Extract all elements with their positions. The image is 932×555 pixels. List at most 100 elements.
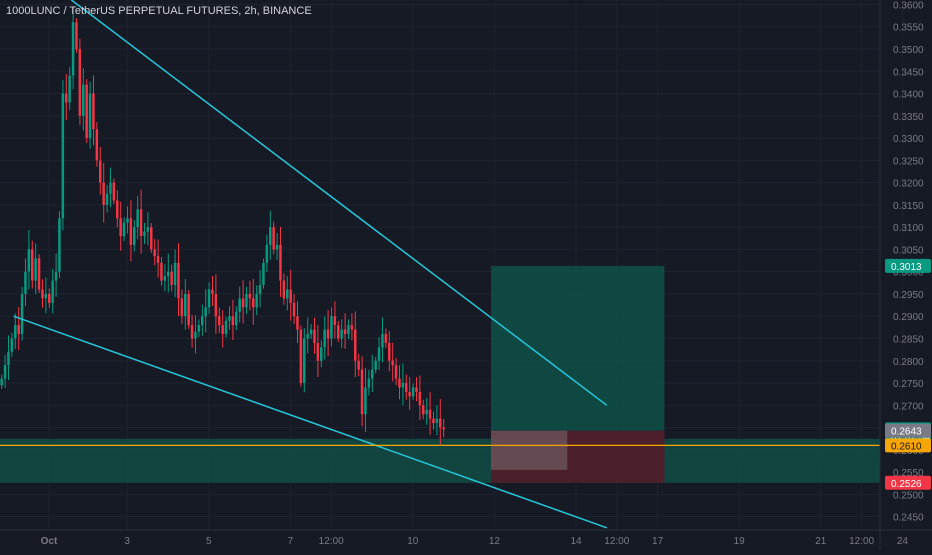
candle-down — [153, 249, 156, 257]
price-tick-label: 0.3200 — [893, 179, 924, 190]
price-tick-label: 0.2900 — [893, 312, 924, 323]
candle-up — [201, 316, 204, 326]
candle-down — [211, 289, 214, 294]
price-tick-label: 0.3150 — [893, 201, 924, 212]
candle-down — [415, 387, 418, 392]
candle-up — [24, 271, 27, 294]
candle-up — [411, 387, 415, 397]
candle-down — [292, 302, 296, 317]
candle-down — [398, 378, 401, 388]
candle-up — [54, 271, 58, 281]
candle-down — [214, 293, 218, 317]
candle-up — [122, 222, 126, 237]
candle-up — [238, 298, 241, 312]
time-tick-label: 12:00 — [319, 536, 344, 547]
candle-down — [92, 93, 95, 130]
candle-down — [299, 329, 303, 384]
candle-up — [275, 244, 279, 250]
price-tick-label: 0.3000 — [893, 268, 924, 279]
candle-up — [58, 218, 61, 272]
position-target-zone[interactable] — [491, 265, 665, 431]
candle-up — [425, 409, 428, 415]
candle-up — [51, 280, 54, 303]
price-tick-label: 0.2950 — [893, 290, 924, 301]
lower-trendline[interactable] — [13, 315, 608, 529]
candle-up — [7, 351, 10, 366]
candle-down — [139, 209, 143, 237]
candle-down — [252, 298, 255, 308]
candle-down — [95, 129, 99, 161]
candle-up — [371, 369, 374, 379]
candle-down — [231, 316, 235, 326]
candle-down — [316, 342, 320, 361]
candle-up — [204, 307, 207, 317]
candle-up — [197, 325, 201, 332]
candle-up — [377, 347, 381, 361]
candle-up — [269, 227, 272, 245]
candle-down — [272, 227, 275, 250]
time-tick-label: 17 — [652, 536, 664, 547]
hline-price-label-bg — [885, 438, 931, 453]
candle-down — [282, 280, 286, 299]
candle-up — [235, 311, 238, 326]
candle-up — [309, 329, 313, 335]
candle-up — [3, 365, 7, 379]
candle-down — [442, 427, 445, 430]
candle-up — [20, 293, 24, 335]
candle-up — [109, 182, 112, 194]
candle-up — [143, 231, 146, 237]
candle-down — [333, 316, 337, 326]
price-tick-label: 0.2500 — [893, 490, 924, 501]
position-stop-zone[interactable] — [491, 430, 665, 483]
candle-up — [401, 383, 405, 388]
candle-down — [221, 325, 224, 335]
candle-down — [170, 271, 173, 286]
candle-up — [173, 262, 177, 286]
time-tick-label: 12 — [489, 536, 501, 547]
time-tick-label: 12:00 — [849, 536, 874, 547]
support-zone[interactable] — [0, 438, 880, 483]
candle-down — [337, 325, 340, 339]
price-tick-label: 0.3050 — [893, 245, 924, 256]
candle-down — [422, 405, 425, 415]
time-tick-label: 19 — [734, 536, 746, 547]
candle-up — [0, 378, 3, 386]
time-tick-label: 3 — [124, 536, 130, 547]
candle-down — [432, 418, 435, 424]
candle-down — [129, 218, 133, 245]
candle-up — [133, 227, 136, 245]
candle-up — [340, 329, 343, 339]
candle-down — [428, 409, 432, 419]
candle-up — [68, 75, 71, 103]
candle-down — [75, 22, 78, 49]
candle-up — [367, 378, 371, 388]
price-tick-label: 0.2550 — [893, 468, 924, 479]
price-tick-label: 0.3600 — [893, 0, 924, 11]
candle-down — [116, 200, 119, 219]
entry-price-label: 0.2643 — [891, 427, 922, 438]
stop-price-label: 0.2526 — [891, 479, 922, 490]
candle-down — [180, 298, 184, 317]
candle-down — [343, 329, 347, 335]
upper-trendline[interactable] — [70, 0, 608, 406]
candle-up — [323, 329, 326, 348]
time-tick-label: 24 — [897, 536, 909, 547]
candle-down — [78, 48, 82, 116]
price-tick-label: 0.2450 — [893, 513, 924, 524]
price-tick-label: 0.2800 — [893, 357, 924, 368]
candle-up — [320, 347, 323, 361]
price-tick-label: 0.2700 — [893, 401, 924, 412]
drawings[interactable] — [0, 0, 880, 529]
time-tick-label: Oct — [41, 536, 58, 547]
symbol-title[interactable]: 1000LUNC / TetherUS PERPETUAL FUTURES, 2… — [6, 5, 312, 17]
candle-down — [248, 293, 252, 299]
candle-down — [350, 325, 354, 330]
candle-down — [150, 227, 153, 250]
candle-up — [71, 22, 75, 76]
candle-up — [207, 289, 211, 308]
candle-up — [27, 249, 31, 272]
time-tick-label: 5 — [206, 536, 212, 547]
